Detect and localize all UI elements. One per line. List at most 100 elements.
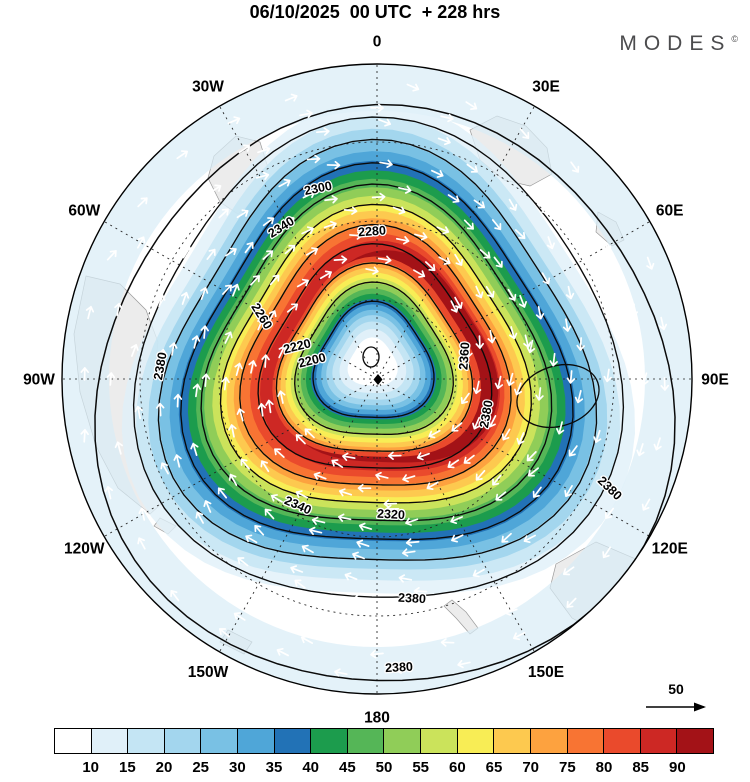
wind-arrow-glyph: [191, 335, 201, 349]
wind-arrow-glyph: [447, 459, 460, 469]
wind-arrow: [295, 490, 309, 499]
wind-arrow-glyph: [270, 494, 283, 503]
height-contour: [157, 138, 598, 561]
wind-arrow: [157, 294, 166, 308]
wind-arrow: [431, 169, 444, 178]
colorbar-tick: 85: [632, 759, 649, 776]
wind-arrow-glyph: [209, 184, 222, 194]
wind-arrow-glyph: [379, 159, 393, 169]
wind-arrow-glyph: [602, 546, 612, 559]
longitude-label: 60W: [68, 202, 100, 219]
wind-arrow: [457, 659, 471, 669]
wind-arrow-glyph: [358, 522, 373, 531]
wind-arrow: [413, 586, 428, 596]
wind-arrow-glyph: [472, 568, 485, 578]
wind-arrow-glyph: [566, 370, 576, 384]
wind-arrow: [509, 326, 518, 340]
wind-arrow-glyph: [460, 392, 470, 405]
longitude-label: 120E: [652, 540, 688, 557]
wind-arrow: [254, 525, 265, 536]
wind-arrow: [564, 484, 573, 498]
wind-arrow-glyph: [304, 428, 315, 439]
wind-arrow-glyph: [130, 344, 139, 357]
wind-arrow-glyph: [475, 285, 484, 299]
wind-arrow: [526, 339, 536, 354]
wind-arrow: [236, 408, 245, 422]
wind-arrow: [516, 432, 525, 445]
longitude-label: 60E: [656, 202, 684, 219]
wind-arrow: [176, 150, 189, 160]
wind-arrow: [570, 161, 580, 173]
wind-arrow-glyph: [653, 437, 662, 451]
wind-arrow: [286, 303, 299, 313]
wind-arrow-glyph: [636, 443, 645, 457]
wind-arrow-glyph: [454, 253, 463, 266]
wind-arrow-glyph: [195, 511, 204, 524]
colorbar-cell: [457, 729, 495, 753]
reference-arrow-head: [694, 702, 706, 712]
wind-arrow: [182, 246, 192, 259]
colorbar-tick: 55: [412, 759, 429, 776]
wind-arrow-glyph: [562, 318, 572, 332]
wind-arrow-glyph: [344, 572, 358, 581]
wind-arrow: [155, 402, 165, 417]
wind-arrow: [487, 329, 496, 344]
wind-arrow-glyph: [311, 516, 326, 525]
wind-arrow: [378, 118, 392, 127]
wind-arrow-glyph: [398, 574, 413, 583]
wind-arrow: [106, 250, 117, 261]
longitude-label: 120W: [64, 540, 105, 557]
wind-arrow-glyph: [405, 538, 420, 547]
wind-arrow-glyph: [566, 597, 577, 608]
wind-arrow: [416, 452, 430, 461]
wind-arrow: [523, 334, 532, 348]
height-contour: [219, 203, 532, 504]
wind-arrow-glyph: [85, 305, 95, 320]
wind-arrow: [130, 344, 139, 357]
height-contour: [132, 116, 625, 598]
wind-arrow: [228, 473, 238, 486]
wind-arrow: [85, 305, 95, 320]
height-contour: [239, 223, 512, 486]
wind-arrow: [513, 631, 526, 641]
wind-arrow-glyph: [145, 284, 155, 297]
height-contours: [94, 103, 676, 682]
wind-arrow-glyph: [473, 199, 486, 209]
wind-arrow: [514, 382, 523, 396]
wind-arrow-glyph: [658, 316, 668, 331]
wind-arrow-glyph: [268, 310, 277, 323]
wind-arrow-glyph: [338, 488, 353, 497]
wind-arrow: [546, 236, 555, 250]
wind-arrow: [228, 424, 237, 438]
wind-arrow: [466, 163, 478, 173]
wind-arrow: [311, 516, 326, 525]
wind-arrow-glyph: [426, 481, 439, 490]
wind-arrow: [181, 291, 190, 305]
wind-arrow-glyph: [395, 236, 410, 245]
wind-arrow-glyph: [286, 303, 299, 313]
wind-arrow-glyph: [315, 127, 330, 136]
wind-arrow-glyph: [526, 451, 537, 462]
colorbar-cell: [164, 729, 202, 753]
wind-arrow: [344, 572, 358, 581]
wind-arrow-glyph: [248, 360, 257, 374]
wind-arrow: [268, 310, 277, 323]
wind-arrow-glyph: [507, 288, 517, 301]
wind-arrow: [593, 429, 602, 443]
colorbar-cell: [128, 729, 165, 753]
wind-arrow-glyph: [603, 368, 612, 383]
wind-arrow: [138, 507, 147, 521]
wind-arrow-glyph: [457, 659, 471, 669]
wind-arrow: [406, 83, 420, 92]
wind-arrow: [250, 275, 260, 286]
wind-arrow-glyph: [313, 471, 327, 480]
wind-arrow-glyph: [301, 544, 314, 554]
wind-arrow-glyph: [201, 373, 211, 388]
wind-arrow-glyph: [472, 416, 481, 430]
wind-arrow-glyph: [413, 586, 428, 596]
wind-arrow: [646, 256, 655, 270]
wind-arrow: [261, 354, 270, 368]
wind-arrow-glyph: [641, 498, 651, 511]
contour-label: 2380: [477, 399, 496, 429]
colorbar-cell: [421, 729, 458, 753]
